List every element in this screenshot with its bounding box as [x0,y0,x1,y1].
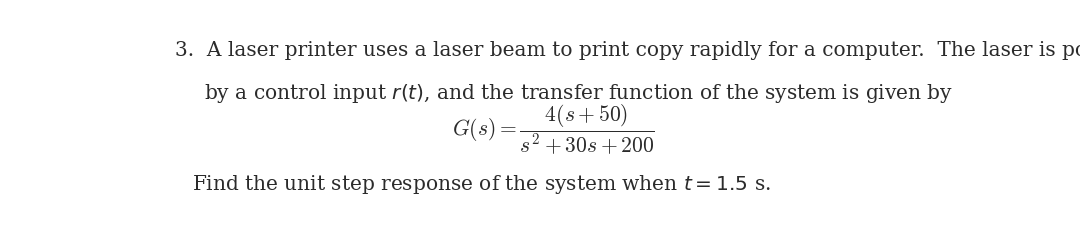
Text: by a control input $r(t)$, and the transfer function of the system is given by: by a control input $r(t)$, and the trans… [204,82,953,105]
Text: $G(s) = \dfrac{4(s + 50)}{s^2 + 30s + 200}$: $G(s) = \dfrac{4(s + 50)}{s^2 + 30s + 20… [453,103,654,157]
Text: 3.  A laser printer uses a laser beam to print copy rapidly for a computer.  The: 3. A laser printer uses a laser beam to … [175,41,1080,60]
Text: Find the unit step response of the system when $t = 1.5$ s.: Find the unit step response of the syste… [192,173,771,196]
